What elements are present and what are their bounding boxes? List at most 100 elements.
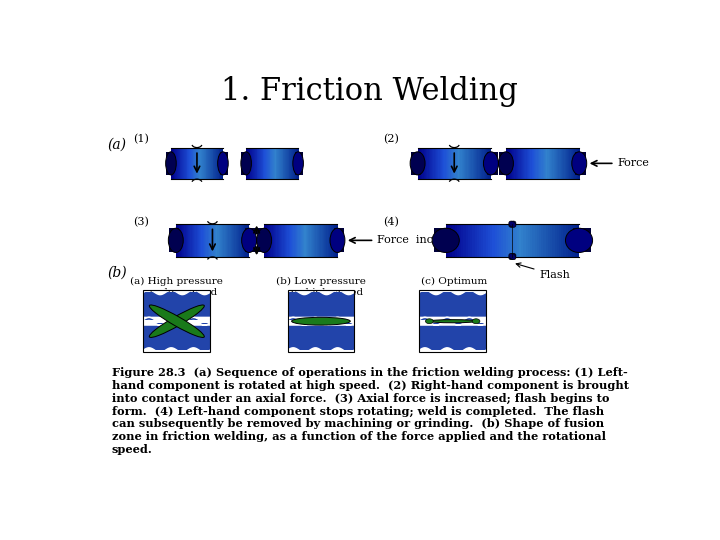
Bar bbox=[297, 148, 299, 179]
Bar bbox=[470, 148, 472, 179]
Bar bbox=[521, 224, 524, 256]
Bar bbox=[174, 148, 176, 179]
FancyBboxPatch shape bbox=[258, 228, 267, 234]
Bar bbox=[568, 224, 570, 256]
Bar bbox=[418, 148, 419, 179]
Text: 1. Friction Welding: 1. Friction Welding bbox=[220, 76, 518, 107]
Bar bbox=[232, 224, 233, 256]
Bar bbox=[292, 148, 293, 179]
Bar bbox=[552, 224, 555, 256]
Bar bbox=[501, 224, 504, 256]
Bar bbox=[538, 148, 539, 179]
Bar bbox=[195, 224, 197, 256]
Bar bbox=[420, 148, 422, 179]
Bar bbox=[487, 148, 489, 179]
FancyBboxPatch shape bbox=[411, 168, 420, 175]
Bar bbox=[240, 224, 242, 256]
Bar bbox=[177, 148, 179, 179]
Bar bbox=[294, 224, 295, 256]
Bar bbox=[301, 224, 302, 256]
Bar bbox=[490, 224, 492, 256]
Bar bbox=[490, 148, 491, 179]
Bar bbox=[440, 148, 441, 179]
Bar bbox=[513, 224, 515, 256]
Bar bbox=[310, 224, 312, 256]
Bar bbox=[539, 148, 541, 179]
Bar bbox=[293, 148, 294, 179]
Bar bbox=[182, 224, 184, 256]
Bar bbox=[225, 224, 226, 256]
Bar bbox=[325, 224, 327, 256]
Bar bbox=[256, 148, 257, 179]
Text: (4): (4) bbox=[383, 217, 399, 227]
Bar bbox=[319, 224, 320, 256]
Bar bbox=[181, 224, 182, 256]
FancyBboxPatch shape bbox=[241, 152, 248, 158]
Bar bbox=[268, 148, 269, 179]
Bar bbox=[503, 224, 506, 256]
Bar bbox=[264, 224, 266, 256]
Bar bbox=[178, 148, 179, 179]
Bar bbox=[173, 148, 174, 179]
Bar bbox=[143, 292, 210, 320]
Bar bbox=[207, 224, 208, 256]
Bar bbox=[320, 224, 322, 256]
Bar bbox=[202, 148, 204, 179]
Bar bbox=[298, 224, 300, 256]
Bar bbox=[198, 148, 199, 179]
Bar bbox=[210, 224, 212, 256]
Bar bbox=[271, 148, 272, 179]
Bar bbox=[215, 224, 217, 256]
Bar bbox=[479, 148, 480, 179]
Bar bbox=[276, 224, 278, 256]
Bar bbox=[287, 323, 354, 350]
Bar bbox=[281, 148, 282, 179]
Bar bbox=[176, 224, 177, 256]
Bar bbox=[223, 224, 225, 256]
Bar bbox=[266, 148, 267, 179]
Bar bbox=[330, 224, 332, 256]
Bar bbox=[292, 224, 294, 256]
Bar bbox=[183, 224, 185, 256]
Bar bbox=[535, 148, 537, 179]
Bar bbox=[564, 148, 566, 179]
FancyBboxPatch shape bbox=[487, 168, 498, 175]
Bar bbox=[213, 148, 215, 179]
Bar bbox=[263, 148, 264, 179]
Bar bbox=[191, 224, 192, 256]
Bar bbox=[269, 148, 270, 179]
Bar bbox=[270, 224, 272, 256]
Bar bbox=[215, 148, 217, 179]
Bar bbox=[488, 148, 490, 179]
Bar bbox=[322, 224, 323, 256]
Bar bbox=[208, 148, 210, 179]
Bar bbox=[181, 148, 183, 179]
Bar bbox=[186, 224, 187, 256]
Bar bbox=[519, 148, 521, 179]
FancyBboxPatch shape bbox=[573, 246, 590, 253]
Ellipse shape bbox=[509, 221, 516, 227]
Bar bbox=[196, 148, 197, 179]
FancyBboxPatch shape bbox=[246, 228, 256, 234]
Bar bbox=[306, 224, 307, 256]
FancyBboxPatch shape bbox=[499, 168, 509, 175]
Bar bbox=[510, 224, 513, 256]
Bar bbox=[287, 290, 354, 353]
Polygon shape bbox=[419, 290, 486, 295]
Bar bbox=[278, 148, 279, 179]
Bar bbox=[212, 148, 213, 179]
Bar bbox=[467, 148, 468, 179]
Bar bbox=[512, 148, 513, 179]
Bar bbox=[279, 148, 280, 179]
Bar bbox=[554, 224, 557, 256]
Bar bbox=[195, 148, 197, 179]
Bar bbox=[546, 148, 548, 179]
Ellipse shape bbox=[509, 221, 516, 227]
Bar bbox=[194, 224, 196, 256]
Bar bbox=[192, 148, 193, 179]
Bar bbox=[282, 148, 284, 179]
Ellipse shape bbox=[565, 228, 593, 253]
Bar bbox=[244, 224, 246, 256]
Bar bbox=[286, 224, 288, 256]
Bar bbox=[527, 148, 528, 179]
